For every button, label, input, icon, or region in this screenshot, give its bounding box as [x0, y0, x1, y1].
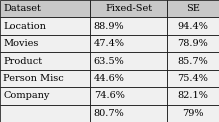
- Bar: [90, 35, 167, 52]
- Text: Location: Location: [3, 22, 46, 31]
- Text: 74.6%: 74.6%: [94, 91, 125, 100]
- Bar: [167, 105, 219, 122]
- Bar: [90, 0, 167, 17]
- Text: 44.6%: 44.6%: [94, 74, 125, 83]
- Bar: [167, 87, 219, 105]
- Text: 82.1%: 82.1%: [177, 91, 208, 100]
- Bar: [167, 17, 219, 35]
- Text: Product: Product: [3, 56, 42, 66]
- Text: 63.5%: 63.5%: [94, 56, 124, 66]
- Text: 78.9%: 78.9%: [177, 39, 208, 48]
- Text: 47.4%: 47.4%: [94, 39, 125, 48]
- Bar: [90, 17, 167, 35]
- Bar: [0, 35, 90, 52]
- Text: 94.4%: 94.4%: [177, 22, 208, 31]
- Bar: [167, 0, 219, 17]
- Text: Dataset: Dataset: [3, 4, 41, 13]
- Bar: [0, 52, 90, 70]
- Text: Person Misc: Person Misc: [3, 74, 64, 83]
- Bar: [0, 17, 90, 35]
- Text: Company: Company: [3, 91, 50, 100]
- Bar: [90, 105, 167, 122]
- Bar: [167, 70, 219, 87]
- Bar: [90, 87, 167, 105]
- Text: 79%: 79%: [182, 109, 204, 118]
- Bar: [0, 0, 90, 17]
- Bar: [0, 87, 90, 105]
- Bar: [167, 35, 219, 52]
- Text: 75.4%: 75.4%: [177, 74, 208, 83]
- Bar: [90, 70, 167, 87]
- Text: Movies: Movies: [3, 39, 39, 48]
- Text: 80.7%: 80.7%: [94, 109, 124, 118]
- Bar: [90, 52, 167, 70]
- Text: 85.7%: 85.7%: [177, 56, 208, 66]
- Text: 88.9%: 88.9%: [94, 22, 124, 31]
- Bar: [0, 105, 90, 122]
- Text: SE: SE: [186, 4, 200, 13]
- Text: Fixed-Set: Fixed-Set: [105, 4, 152, 13]
- Bar: [167, 52, 219, 70]
- Bar: [0, 70, 90, 87]
